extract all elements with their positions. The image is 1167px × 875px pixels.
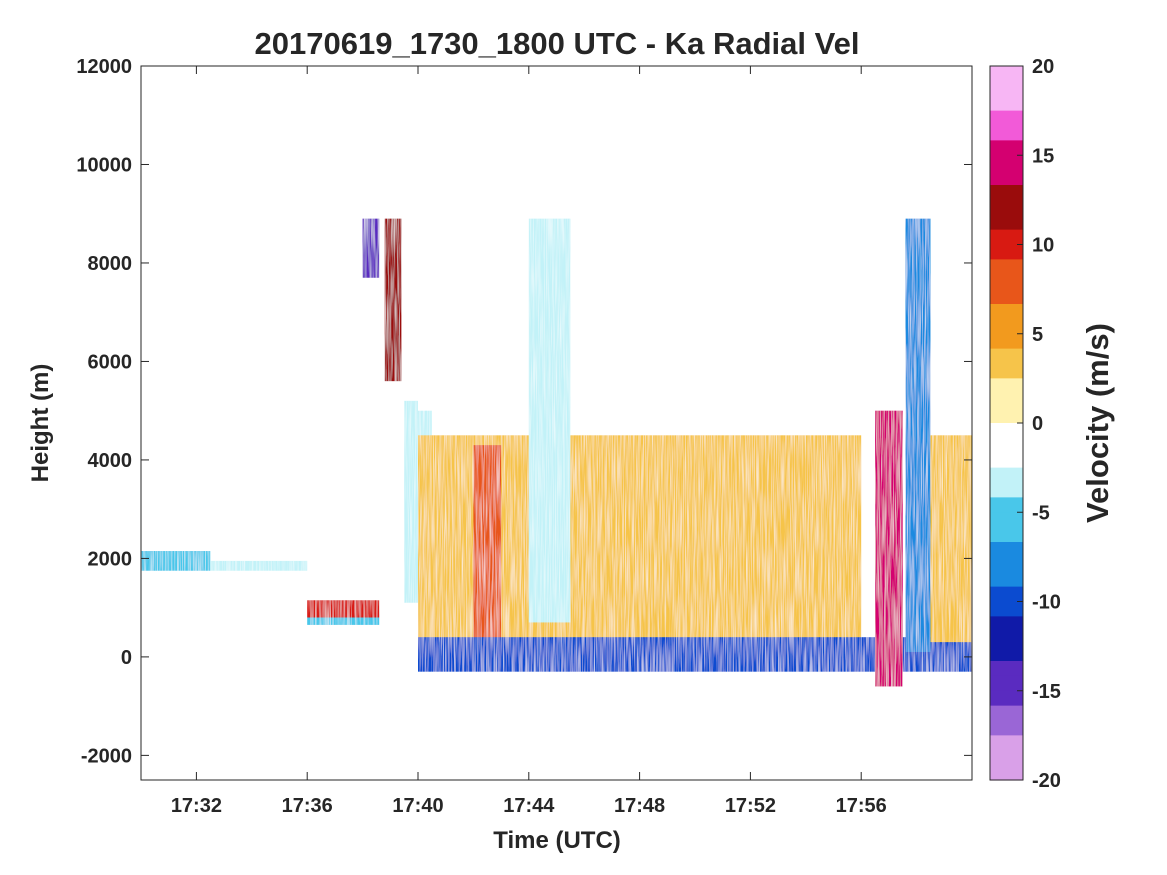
colorbar-swatch [990,556,1023,573]
colorbar-swatch [990,125,1023,141]
colorbar-tick-label: -10 [1032,592,1061,614]
colorbar-swatch [990,631,1023,647]
colorbar-swatch [990,66,1023,82]
colorbar-swatch [990,690,1023,707]
colorbar-swatch [990,274,1023,290]
colorbar-tick-label: -5 [1032,502,1050,524]
colorbar-tick-label: 15 [1032,145,1054,167]
colorbar-swatch [990,185,1023,201]
colorbar-swatch [990,452,1023,469]
colorbar-tick-label: -15 [1032,681,1061,703]
colorbar-swatch [990,616,1023,632]
colorbar-swatch [990,646,1023,662]
y-tick-label: 6000 [88,351,133,373]
colorbar-swatch [990,601,1023,617]
colorbar-swatch [990,705,1023,722]
x-tick-label: 17:36 [282,795,333,817]
velocity-region-10 [528,218,571,623]
y-axis: -2000 0 2000 4000 6000 8000 10000 12000 [76,56,972,767]
y-tick-label: 8000 [88,253,133,275]
colorbar-swatch [990,527,1023,543]
colorbar-swatch [990,675,1023,692]
colorbar-swatch [990,467,1023,484]
colorbar-swatch [990,214,1023,231]
plot-frame [140,65,973,781]
y-tick-label: 0 [121,647,132,669]
x-tick-label: 17:56 [836,795,887,817]
colorbar-swatch [990,482,1023,498]
colorbar-swatch [990,393,1023,409]
colorbar-swatch [990,378,1023,394]
velocity-region-4 [384,218,402,382]
colorbar-swatch [990,229,1023,246]
y-tick-label: 12000 [76,56,132,78]
x-tick-label: 17:48 [614,795,665,817]
colorbar-swatch [990,80,1023,97]
velocity-region-8 [473,445,502,643]
colorbar-swatch [990,497,1023,513]
y-tick-label: -2000 [81,745,132,767]
colorbar-swatch [990,423,1023,439]
velocity-region-5 [362,218,380,278]
colorbar-swatch [990,750,1023,766]
colorbar-tick-label: 0 [1032,413,1043,435]
velocity-field [141,218,972,687]
colorbar-swatch [990,437,1023,454]
velocity-region-9 [418,218,972,411]
colorbar-swatch [990,259,1023,275]
y-tick-label: 4000 [88,450,133,472]
y-axis-label: Height (m) [27,364,54,483]
colorbar-swatch [990,720,1023,736]
colorbar-swatch [990,586,1023,603]
colorbar-swatch [990,289,1023,305]
colorbar-swatch [990,363,1023,379]
colorbar-tick-label: 10 [1032,235,1054,257]
colorbar-swatch [990,661,1023,677]
colorbar: -20 -15 -10 -5 0 5 10 15 20 [989,56,1061,792]
colorbar-swatch [990,735,1023,751]
x-tick-label: 17:52 [725,795,776,817]
x-tick-label: 17:32 [171,795,222,817]
colorbar-swatch [990,95,1023,112]
velocity-region-14 [930,435,972,643]
colorbar-swatch [990,199,1023,216]
colorbar-swatch [990,244,1023,260]
colorbar-swatch [990,408,1023,424]
y-tick-label: 2000 [88,548,133,570]
velocity-region-1 [210,560,308,571]
chart-title: 20170619_1730_1800 UTC - Ka Radial Vel [255,26,860,61]
colorbar-swatch [990,571,1023,588]
colorbar-swatch [990,333,1023,350]
velocity-region-3 [307,617,380,625]
colorbar-label: Velocity (m/s) [1080,323,1115,523]
colorbar-tick-label: 20 [1032,56,1054,78]
colorbar-swatch [990,304,1023,320]
colorbar-swatch [990,110,1023,127]
colorbar-swatch [990,348,1023,365]
colorbar-tick-label: 5 [1032,324,1043,346]
velocity-region-12 [875,410,903,687]
colorbar-swatch [990,155,1023,171]
x-tick-label: 17:44 [503,795,555,817]
colorbar-swatch [990,170,1023,186]
colorbar-swatch [990,542,1023,558]
x-axis: 17:32 17:36 17:40 17:44 17:48 17:52 17:56 [171,66,887,817]
colorbar-tick-label: -20 [1032,770,1061,792]
y-tick-label: 10000 [76,154,132,176]
colorbar-swatch [990,140,1023,156]
velocity-region-2 [307,600,380,618]
x-axis-label: Time (UTC) [493,827,621,854]
velocity-region-13 [905,218,931,652]
colorbar-swatch [990,765,1023,781]
colorbar-swatch [990,512,1023,528]
x-tick-label: 17:40 [392,795,443,817]
velocity-region-0 [141,551,211,571]
colorbar-swatch [990,318,1023,335]
